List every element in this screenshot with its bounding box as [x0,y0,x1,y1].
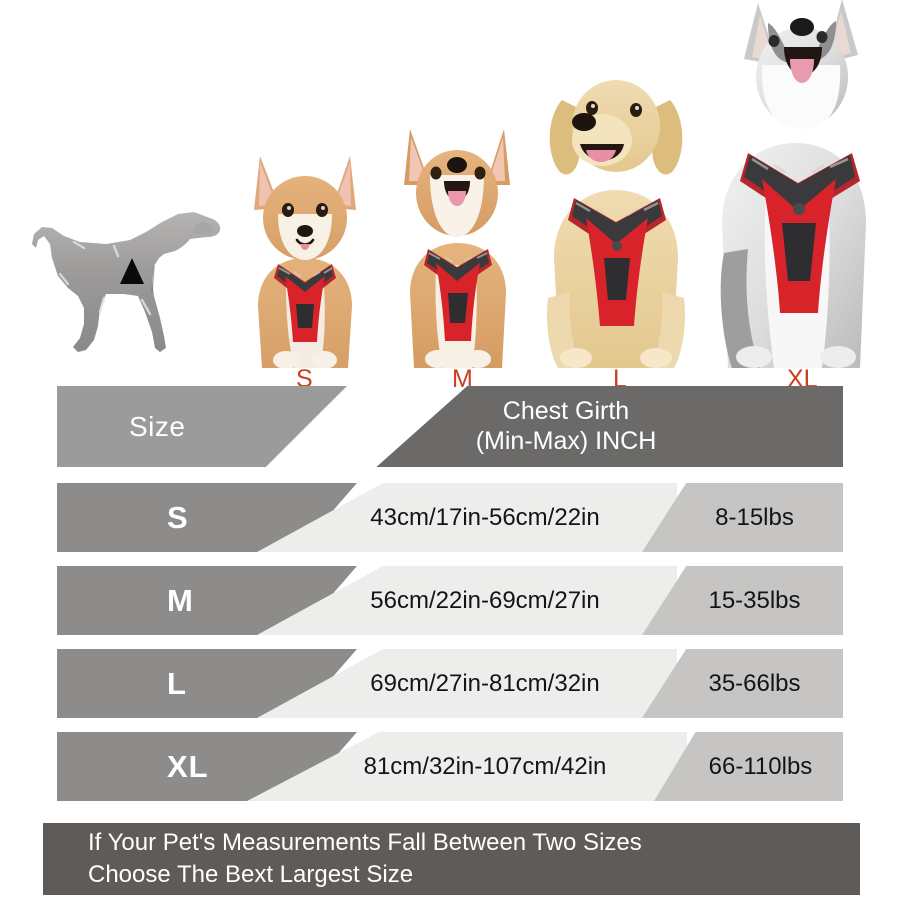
table-row: S 43cm/17in-56cm/22in 8-15lbs [57,483,843,552]
row-weight-value: 15-35lbs [708,586,801,614]
chest-girth-arrow [120,258,144,284]
size-chart-table: Size Chest Girth (Min-Max) INCH S 43cm/1… [57,386,843,815]
hero-illustration-area: S M L XL [0,0,900,392]
row-weight-value: 35-66lbs [708,669,801,697]
header-chest-girth-label: Chest Girth (Min-Max) INCH [475,397,657,455]
row-size-value: L [167,666,187,701]
row-girth-value: 56cm/22in-69cm/27in [370,586,600,614]
table-row: M 56cm/22in-69cm/27in 15-35lbs [57,566,843,635]
row-girth-value: 81cm/32in-107cm/42in [363,752,607,780]
row-weight-value: 66-110lbs [708,752,813,780]
dog-photo-large [540,48,692,368]
row-girth-value: 69cm/27in-81cm/32in [370,669,600,697]
dog-photo-medium [392,115,522,368]
dog-measurement-silhouette [14,196,226,364]
row-size-value: S [167,500,189,535]
dog-photo-extra-large [710,0,880,368]
row-size-value: M [167,583,194,618]
footer-note-bar: If Your Pet's Measurements Fall Between … [43,823,860,895]
size-letter-s: S [296,365,313,393]
table-row: XL 81cm/32in-107cm/42in 66-110lbs [57,732,843,801]
dog-photo-small [238,136,372,368]
row-size-value: XL [167,749,209,784]
row-weight-value: 8-15lbs [715,503,794,531]
footer-note-text: If Your Pet's Measurements Fall Between … [88,829,642,888]
header-cell-size: Size [57,386,347,467]
row-girth-value: 43cm/17in-56cm/22in [370,503,600,531]
header-size-label: Size [129,410,186,442]
table-header-row: Size Chest Girth (Min-Max) INCH [57,386,843,467]
size-letter-m: M [452,365,473,393]
table-row: L 69cm/27in-81cm/32in 35-66lbs [57,649,843,718]
row-weight-cell: 66-110lbs [654,732,843,801]
header-cell-chest-girth: Chest Girth (Min-Max) INCH [376,386,843,467]
size-letter-l: L [613,365,627,393]
